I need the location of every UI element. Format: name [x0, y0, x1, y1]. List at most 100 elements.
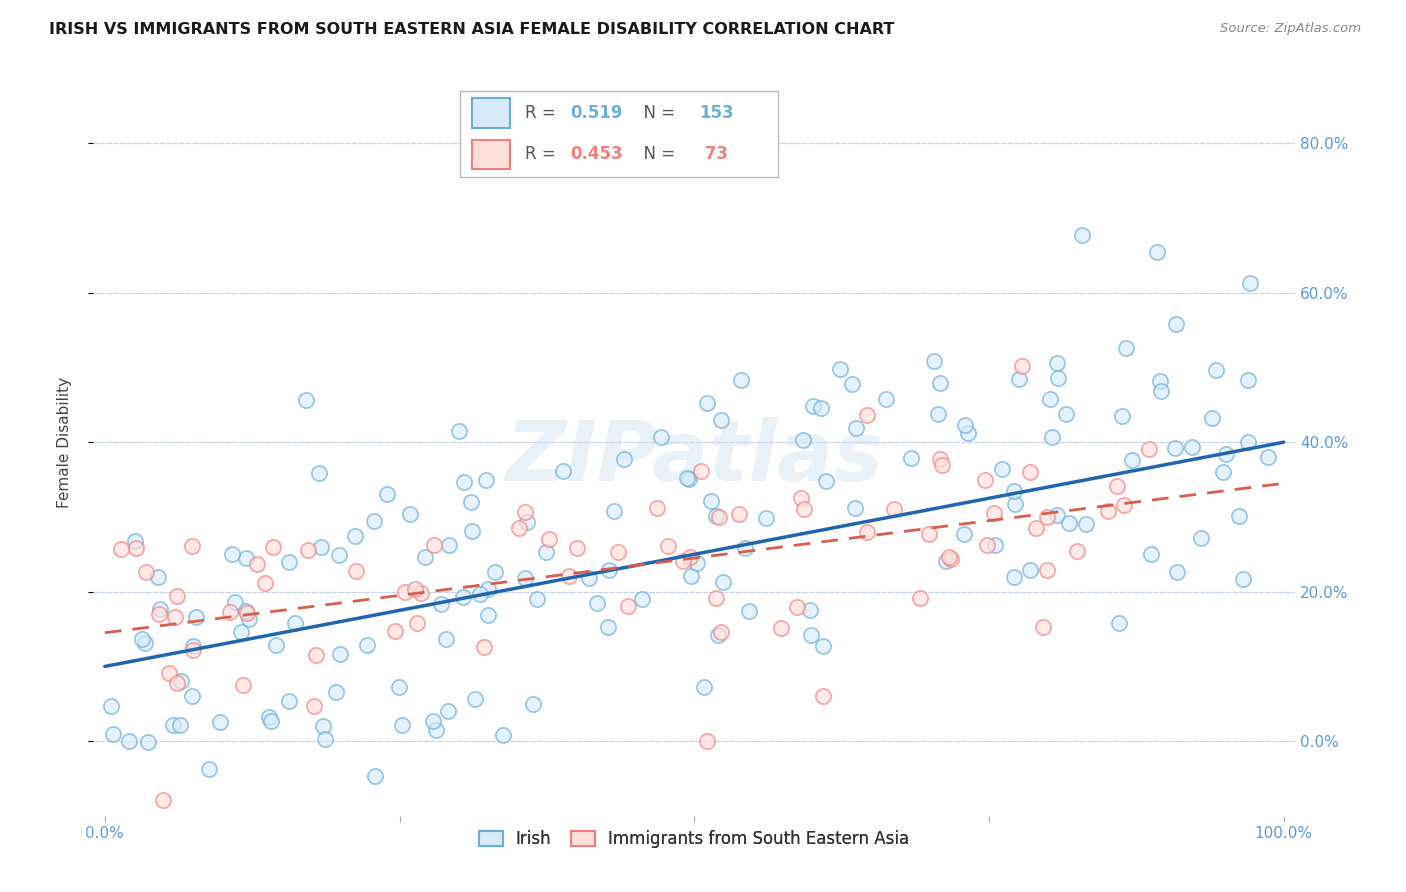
Point: [235, 604, 257, 618]
Point: [325, 684, 347, 698]
Point: [727, 507, 749, 521]
Point: [208, 715, 231, 730]
Point: [1076, 516, 1098, 531]
Point: [939, 552, 962, 566]
Point: [1011, 359, 1033, 373]
Point: [464, 692, 486, 706]
Point: [841, 377, 863, 392]
Point: [246, 558, 269, 572]
Point: [253, 576, 276, 591]
Point: [1004, 497, 1026, 511]
Point: [1205, 363, 1227, 377]
Point: [631, 592, 654, 607]
Point: [1107, 478, 1129, 492]
Point: [1007, 372, 1029, 386]
Point: [181, 639, 204, 653]
Point: [124, 534, 146, 549]
Text: 0.453: 0.453: [571, 145, 623, 163]
Point: [1236, 373, 1258, 387]
Point: [696, 396, 718, 410]
Point: [1046, 356, 1069, 370]
Point: [260, 714, 283, 729]
Point: [1057, 516, 1080, 530]
Point: [125, 541, 148, 555]
Text: Source: ZipAtlas.com: Source: ZipAtlas.com: [1220, 22, 1361, 36]
Point: [734, 541, 756, 555]
Point: [468, 587, 491, 601]
Point: [603, 504, 626, 518]
Point: [856, 408, 879, 422]
Point: [1114, 498, 1136, 512]
Text: 153: 153: [699, 104, 734, 122]
Point: [328, 549, 350, 563]
Point: [935, 554, 957, 568]
Point: [522, 697, 544, 711]
Point: [650, 429, 672, 443]
Point: [672, 553, 695, 567]
Point: [484, 565, 506, 579]
Point: [297, 542, 319, 557]
Point: [284, 616, 307, 631]
Point: [598, 620, 620, 634]
Point: [181, 689, 204, 703]
Point: [586, 596, 609, 610]
Point: [1229, 509, 1251, 524]
Point: [425, 723, 447, 737]
Point: [755, 510, 778, 524]
Point: [131, 632, 153, 646]
Point: [1212, 465, 1234, 479]
Point: [423, 538, 446, 552]
Point: [803, 399, 825, 413]
Point: [394, 585, 416, 599]
Point: [1035, 510, 1057, 524]
Point: [181, 642, 204, 657]
Point: [578, 571, 600, 585]
Point: [927, 407, 949, 421]
Point: [356, 638, 378, 652]
Point: [1070, 228, 1092, 243]
Point: [363, 768, 385, 782]
Point: [1150, 384, 1173, 399]
Point: [264, 639, 287, 653]
Point: [375, 487, 398, 501]
Point: [770, 621, 793, 635]
Point: [152, 793, 174, 807]
Point: [1046, 371, 1069, 385]
Point: [813, 639, 835, 653]
Point: [475, 474, 498, 488]
Point: [565, 541, 588, 555]
Point: [134, 636, 156, 650]
Point: [730, 373, 752, 387]
Point: [686, 556, 709, 570]
Point: [1019, 466, 1042, 480]
Point: [676, 470, 699, 484]
Point: [707, 628, 730, 642]
Point: [976, 538, 998, 552]
Text: 0.519: 0.519: [571, 104, 623, 122]
Point: [224, 595, 246, 609]
Point: [984, 538, 1007, 552]
Point: [238, 612, 260, 626]
Point: [706, 509, 728, 524]
Point: [953, 417, 976, 432]
Point: [453, 475, 475, 489]
Point: [855, 524, 877, 539]
Point: [101, 727, 124, 741]
Point: [645, 501, 668, 516]
Point: [606, 545, 628, 559]
Point: [613, 451, 636, 466]
Point: [793, 502, 815, 516]
Point: [1149, 375, 1171, 389]
Point: [513, 505, 536, 519]
Point: [1019, 563, 1042, 577]
Point: [845, 421, 868, 435]
Point: [460, 495, 482, 509]
Point: [508, 521, 530, 535]
Point: [900, 450, 922, 465]
Point: [437, 704, 460, 718]
Point: [526, 591, 548, 606]
Point: [181, 539, 204, 553]
Point: [262, 540, 284, 554]
FancyBboxPatch shape: [460, 91, 779, 177]
Point: [700, 494, 723, 508]
